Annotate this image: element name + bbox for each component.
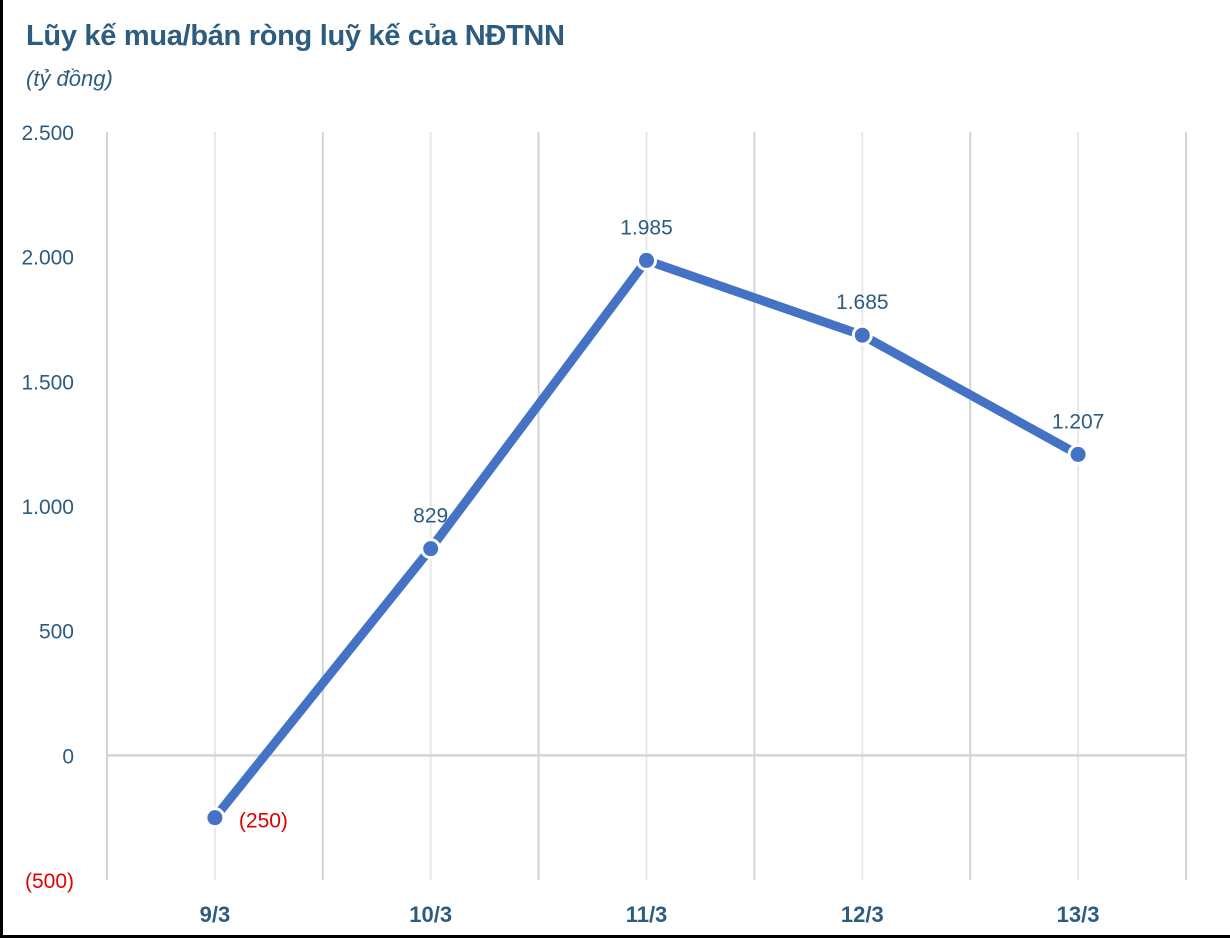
data-point-marker [420, 538, 442, 560]
data-point-marker [204, 807, 226, 829]
chart-gridlines [106, 132, 1187, 880]
data-point-marker [851, 324, 873, 346]
chart-subtitle: (tỷ đồng) [26, 66, 113, 91]
data-label: 829 [413, 505, 448, 528]
data-label: 1.207 [1052, 410, 1105, 433]
data-point-marker [1067, 443, 1089, 465]
x-tick-label: 12/3 [841, 902, 884, 927]
data-label: 1.685 [836, 291, 889, 314]
y-tick-label: 1.500 [21, 371, 74, 394]
x-tick-label: 9/3 [200, 902, 231, 927]
y-tick-label: 500 [39, 621, 74, 644]
data-point-marker [636, 249, 657, 271]
frame-bottom-border [0, 935, 1230, 938]
y-tick-label: 2.000 [21, 247, 74, 270]
x-tick-label: 11/3 [626, 902, 668, 927]
data-labels: (250) 829 1.985 1.685 1.207 [239, 216, 1104, 832]
x-tick-label: 10/3 [409, 902, 452, 927]
data-label: (250) [239, 810, 288, 833]
data-label: 1.985 [620, 216, 673, 239]
chart-title: Lũy kế mua/bán ròng luỹ kế của NĐTNN [26, 20, 565, 52]
y-tick-label: 1.000 [21, 496, 74, 519]
y-tick-label: 0 [62, 745, 74, 768]
y-tick-label: (500) [25, 870, 74, 893]
x-axis: 9/3 10/3 11/3 12/3 13/3 [200, 902, 1100, 927]
frame-left-border [0, 0, 3, 938]
y-tick-label: 2.500 [21, 122, 74, 145]
x-tick-label: 13/3 [1057, 902, 1100, 927]
y-axis: 2.500 2.000 1.500 1.000 500 0 (500) [21, 122, 74, 893]
data-series [204, 249, 1089, 829]
